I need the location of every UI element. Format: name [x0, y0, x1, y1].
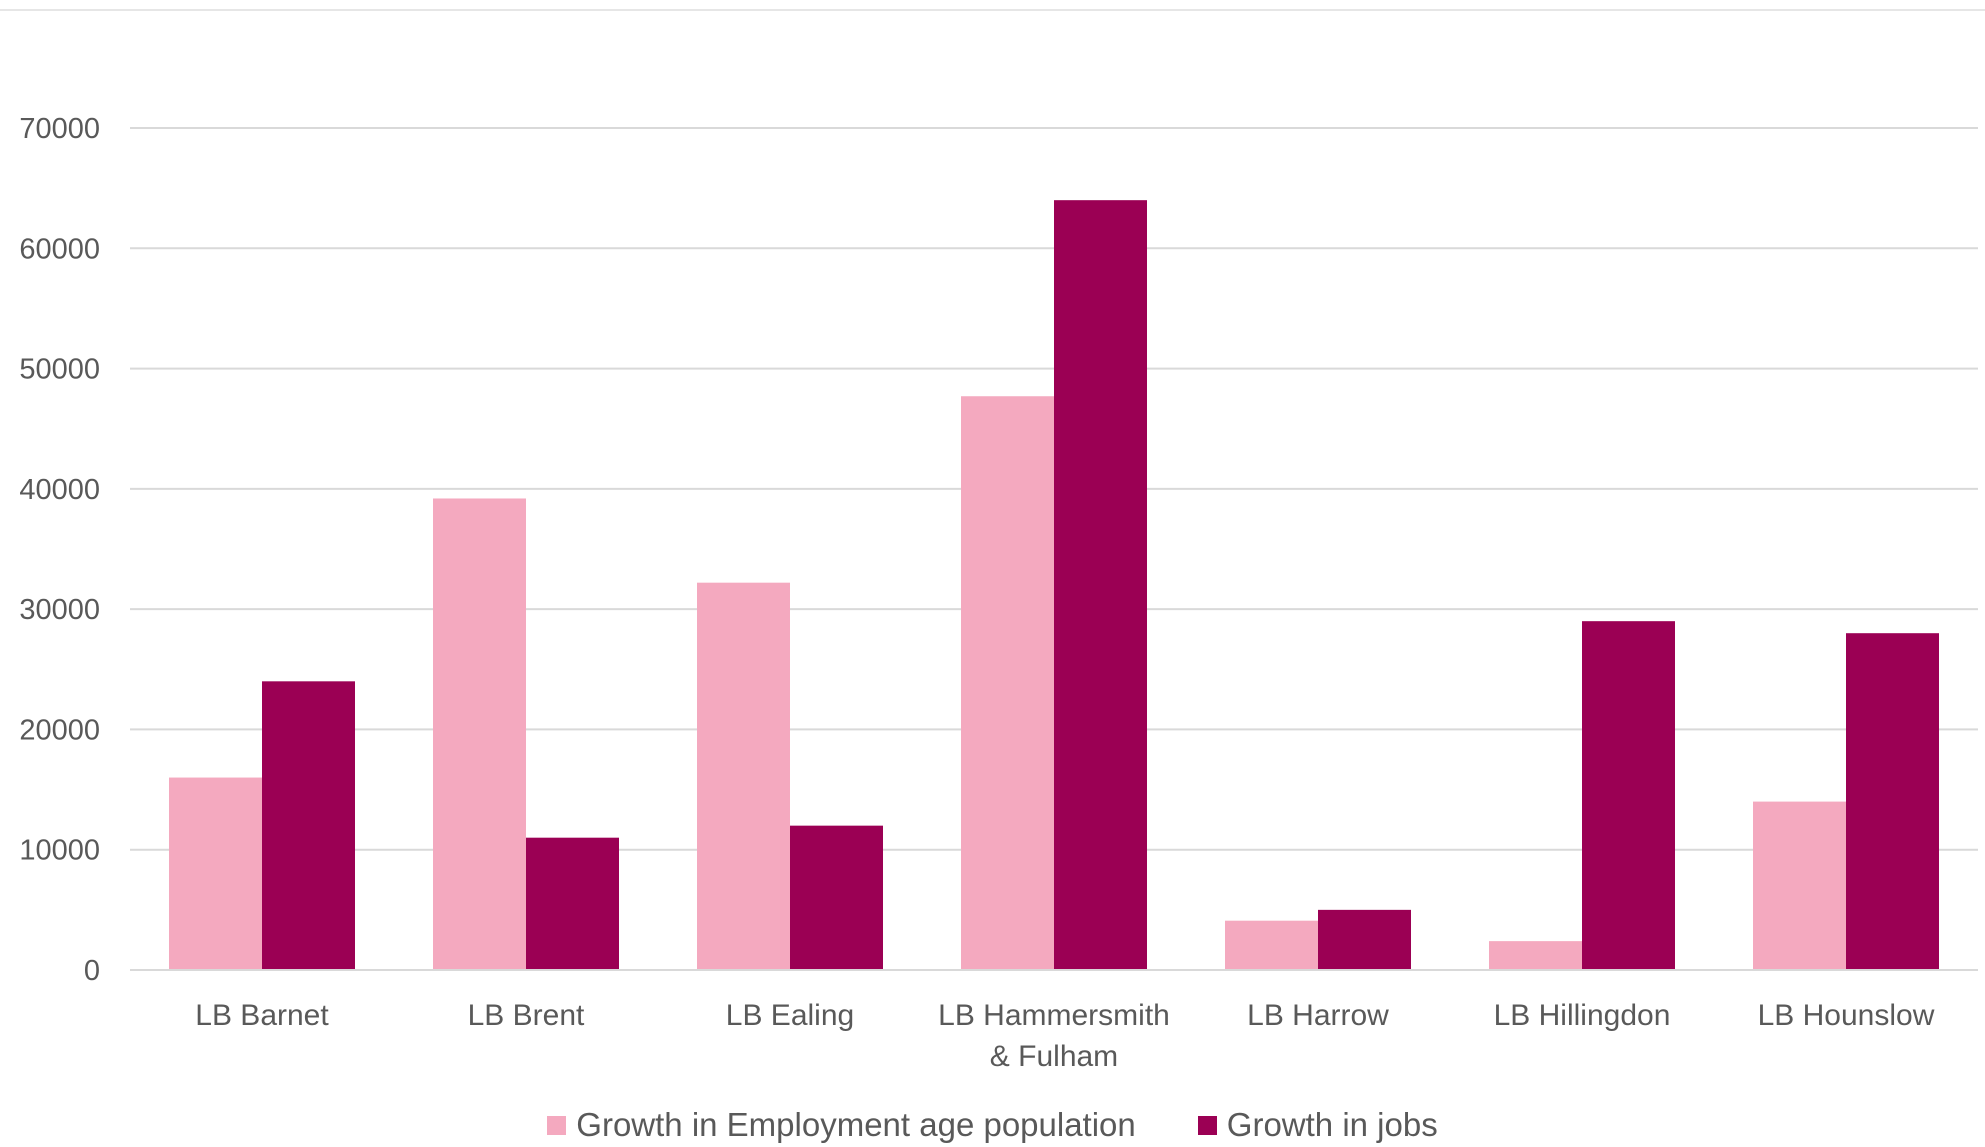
bar-jobs [1318, 909, 1411, 970]
y-tick-label: 60000 [19, 233, 100, 265]
x-category-label: LB Hammersmith [938, 999, 1170, 1032]
legend-item-employment-population: Growth in Employment age population [547, 1106, 1136, 1144]
y-tick-label: 70000 [19, 113, 100, 145]
bar-jobs [526, 837, 619, 970]
legend-label-jobs: Growth in jobs [1226, 1106, 1438, 1143]
x-category-label: LB Brent [468, 999, 585, 1032]
legend-swatch-employment-population [547, 1115, 567, 1135]
legend-label-employment-population: Growth in Employment age population [576, 1106, 1136, 1143]
y-axis-tick-labels: 0 10000 20000 30000 40000 50000 60000 70000 [19, 113, 100, 987]
top-divider [0, 9, 1985, 11]
bar-chart: 0 10000 20000 30000 40000 50000 60000 70000 LB … [19, 113, 1978, 1073]
bar-employment-population [433, 498, 526, 970]
bar-jobs [262, 681, 355, 970]
bars [130, 200, 1978, 971]
x-category-label: LB Barnet [195, 999, 329, 1032]
y-tick-label: 20000 [19, 714, 100, 746]
y-tick-label: 30000 [19, 594, 100, 626]
bar-employment-population [1489, 941, 1582, 970]
x-category-label: LB Harrow [1247, 999, 1389, 1032]
x-category-label: LB Ealing [726, 999, 854, 1032]
bar-jobs [1582, 621, 1675, 970]
x-category-label: LB Hounslow [1758, 999, 1935, 1032]
bar-employment-population [1225, 920, 1318, 970]
y-tick-label: 50000 [19, 354, 100, 386]
bar-jobs [1846, 633, 1939, 970]
y-tick-label: 10000 [19, 835, 100, 867]
bar-jobs [1054, 200, 1147, 970]
x-category-label: & Fulham [990, 1040, 1118, 1073]
y-tick-label: 0 [84, 955, 100, 987]
bar-employment-population [1753, 801, 1846, 970]
x-axis-category-labels: LB Barnet LB Brent LB Ealing LB Hammersmith… [195, 999, 1934, 1073]
legend: Growth in Employment age population Grow… [0, 1106, 1985, 1144]
bar-jobs [790, 825, 883, 970]
legend-item-jobs: Growth in jobs [1197, 1106, 1438, 1144]
y-tick-label: 40000 [19, 474, 100, 506]
bar-employment-population [169, 777, 262, 970]
bar-employment-population [961, 396, 1054, 970]
x-category-label: LB Hillingdon [1494, 999, 1671, 1032]
legend-swatch-jobs [1197, 1115, 1217, 1135]
bar-employment-population [697, 582, 790, 970]
